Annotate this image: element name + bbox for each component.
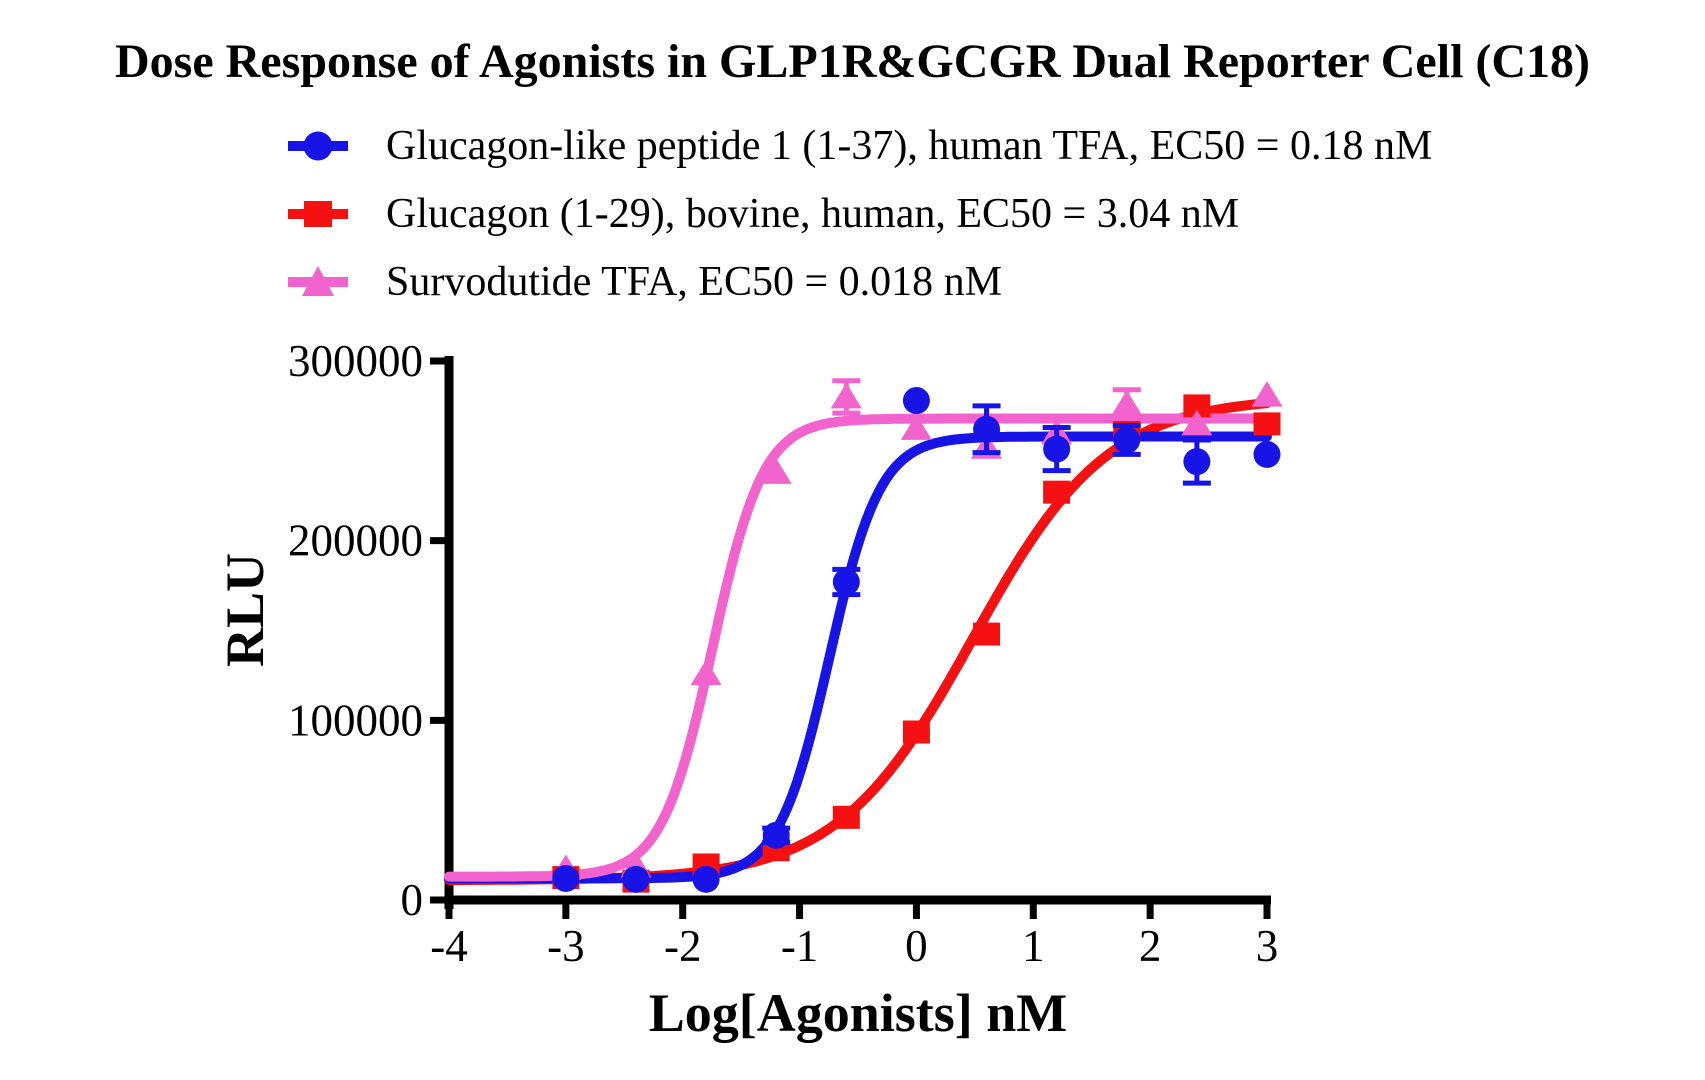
data-point-circle bbox=[762, 821, 790, 849]
legend-triangle-glyph bbox=[302, 266, 334, 296]
x-tick-label: -1 bbox=[781, 921, 819, 971]
x-tick-label: 1 bbox=[1022, 921, 1045, 971]
legend-square-glyph bbox=[304, 201, 332, 227]
circle-marker-icon bbox=[288, 131, 348, 161]
legend-item: Survodutide TFA, EC50 = 0.018 nM bbox=[286, 258, 1432, 306]
data-point-circle bbox=[552, 864, 580, 892]
legend-label: Glucagon (1-29), bovine, human, EC50 = 3… bbox=[386, 191, 1240, 237]
x-tick-label: 2 bbox=[1139, 921, 1162, 971]
data-point-circle bbox=[1253, 440, 1281, 468]
legend-label: Glucagon-like peptide 1 (1-37), human TF… bbox=[386, 123, 1433, 169]
chart-title: Dose Response of Agonists in GLP1R&GCGR … bbox=[114, 35, 1591, 88]
data-point-triangle bbox=[1181, 409, 1213, 436]
y-axis-title: RLU bbox=[215, 552, 275, 668]
data-point-circle bbox=[622, 865, 650, 893]
x-tick-label: -2 bbox=[664, 921, 702, 971]
y-tick-label: 100000 bbox=[288, 695, 423, 745]
data-point-circle bbox=[1113, 426, 1141, 454]
x-tick-label: 0 bbox=[905, 921, 928, 971]
data-point-square bbox=[902, 720, 930, 744]
data-point-triangle bbox=[760, 458, 792, 484]
x-axis-title: Log[Agonists] nM bbox=[648, 983, 1068, 1043]
data-point-triangle bbox=[1251, 381, 1283, 407]
data-point-triangle bbox=[690, 659, 722, 686]
data-point-square bbox=[1043, 480, 1071, 504]
data-point-triangle bbox=[900, 414, 932, 440]
data-point-triangle bbox=[830, 382, 862, 409]
data-point-square bbox=[832, 805, 860, 829]
data-point-circle bbox=[692, 865, 720, 893]
data-point-square bbox=[1253, 412, 1281, 436]
data-point-square bbox=[973, 622, 1001, 646]
data-point-square bbox=[1183, 394, 1211, 418]
legend-label: Survodutide TFA, EC50 = 0.018 nM bbox=[386, 259, 1002, 305]
x-tick-label: 3 bbox=[1256, 921, 1279, 971]
legend: Glucagon-like peptide 1 (1-37), human TF… bbox=[286, 122, 1432, 326]
square-marker-icon bbox=[288, 201, 348, 227]
data-point-circle bbox=[832, 568, 860, 596]
data-point-triangle bbox=[1111, 390, 1143, 416]
data-point-circle bbox=[973, 415, 1001, 443]
legend-circle-glyph bbox=[303, 131, 333, 161]
legend-item: Glucagon (1-29), bovine, human, EC50 = 3… bbox=[286, 190, 1432, 238]
y-tick-label: 300000 bbox=[288, 336, 423, 386]
data-point-circle bbox=[1183, 448, 1211, 476]
x-tick-label: -4 bbox=[430, 921, 468, 971]
y-tick-label: 0 bbox=[401, 875, 424, 925]
y-tick-label: 200000 bbox=[288, 516, 423, 566]
data-point-circle bbox=[1043, 435, 1071, 463]
data-point-circle bbox=[902, 387, 930, 415]
legend-item: Glucagon-like peptide 1 (1-37), human TF… bbox=[286, 122, 1432, 170]
x-tick-label: -3 bbox=[547, 921, 585, 971]
triangle-marker-icon bbox=[288, 266, 348, 296]
